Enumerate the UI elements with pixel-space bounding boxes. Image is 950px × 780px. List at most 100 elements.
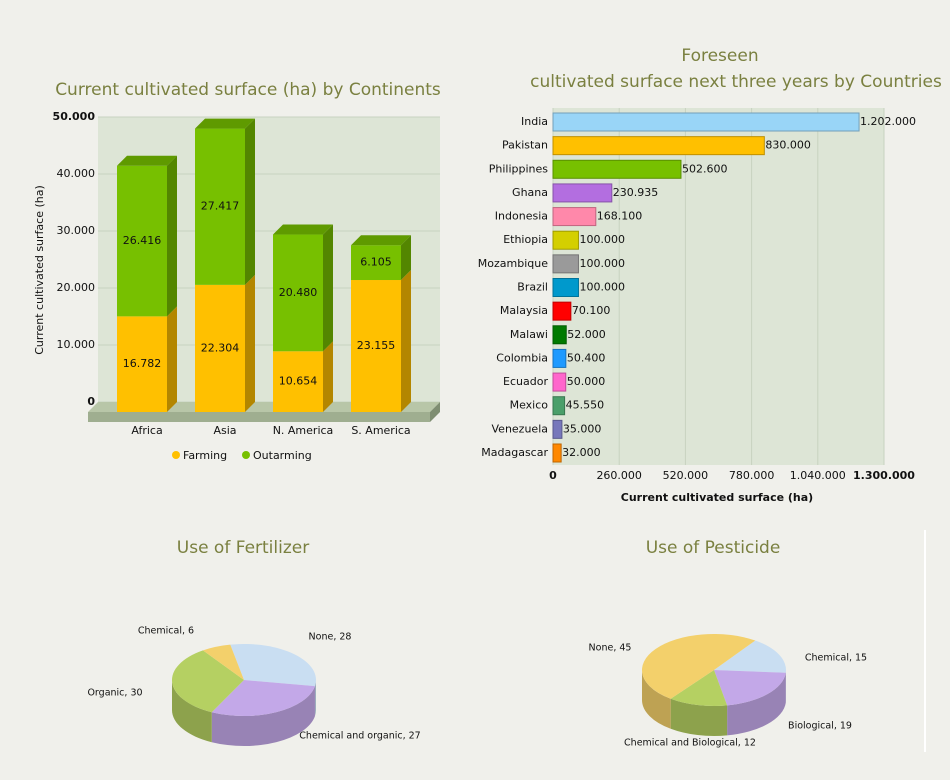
data-label: 1.202.000: [860, 115, 916, 128]
y-tick-label: 50.000: [53, 110, 96, 123]
x-tick-label: N. America: [273, 424, 334, 437]
pie-side: [727, 672, 786, 736]
x-tick-label: 0: [549, 469, 557, 482]
data-label: 100.000: [579, 281, 625, 294]
bar: [552, 372, 567, 392]
pie-side: [314, 680, 316, 717]
bar: [552, 159, 682, 179]
chart-title: Foreseen: [681, 46, 758, 66]
y-tick-label: India: [521, 115, 548, 128]
bar-side: [323, 224, 333, 352]
y-tick-label: Ethiopia: [503, 233, 548, 246]
y-tick-label: Mexico: [510, 399, 549, 412]
chart-title: Use of Pesticide: [646, 538, 781, 558]
data-label: 230.935: [613, 186, 659, 199]
data-label: 32.000: [562, 446, 601, 459]
x-tick-label: 780.000: [729, 469, 775, 482]
pie-side: [670, 698, 728, 736]
pie-slice: [202, 644, 244, 680]
data-label: 45.550: [566, 399, 605, 412]
bar: [552, 443, 562, 463]
data-label: 35.000: [563, 422, 602, 435]
y-tick-label: Ecuador: [503, 375, 548, 388]
data-label: None, 45: [589, 643, 632, 654]
data-label: 10.654: [279, 375, 318, 388]
data-label: 50.000: [567, 375, 606, 388]
bar: [351, 245, 401, 281]
bar: [117, 165, 167, 317]
floor-front: [88, 412, 430, 422]
x-tick-label: S. America: [351, 424, 410, 437]
data-label: Chemical, 6: [138, 626, 194, 637]
y-tick-label: Indonesia: [495, 210, 548, 223]
legend-marker: [242, 451, 250, 459]
bar: [195, 284, 245, 412]
bar-top: [351, 235, 411, 246]
bar-top: [273, 224, 333, 235]
pie-slice: [171, 650, 244, 713]
bar: [552, 112, 860, 132]
y-tick-label: 30.000: [57, 224, 96, 237]
data-label: 70.100: [572, 304, 611, 317]
chart-title: Use of Fertilizer: [177, 538, 309, 558]
bar: [273, 351, 323, 412]
bar-side: [245, 118, 255, 285]
data-label: Chemical, 15: [805, 653, 867, 664]
data-label: 502.600: [682, 162, 728, 175]
x-tick-label: 1.300.000: [853, 469, 915, 482]
y-tick-label: Ghana: [512, 186, 548, 199]
bar: [351, 280, 401, 412]
data-label: 22.304: [201, 341, 240, 354]
bar: [552, 325, 567, 345]
legend-marker: [172, 451, 180, 459]
data-label: 100.000: [579, 233, 625, 246]
bar: [552, 136, 765, 156]
y-tick-label: Brazil: [517, 281, 548, 294]
data-label: 27.417: [201, 200, 240, 213]
bar-side: [167, 155, 177, 317]
legend-label: Outarming: [253, 449, 312, 462]
y-tick-label: Malaysia: [500, 304, 548, 317]
bar: [195, 128, 245, 285]
y-tick-label: Mozambique: [478, 257, 548, 270]
x-tick-label: Asia: [213, 424, 236, 437]
data-label: Organic, 30: [87, 688, 142, 699]
bar-top: [195, 118, 255, 129]
pie-side: [172, 680, 212, 743]
y-tick-label: Venezuela: [492, 422, 549, 435]
data-label: 168.100: [597, 210, 643, 223]
x-tick-label: 1.040.000: [790, 469, 846, 482]
bar: [552, 183, 613, 203]
floor-side: [430, 402, 440, 422]
x-tick-label: 520.000: [663, 469, 709, 482]
bar: [552, 348, 567, 368]
bar: [552, 301, 572, 321]
data-label: 50.400: [567, 351, 606, 364]
pie-side: [211, 686, 315, 746]
data-label: 16.782: [123, 357, 162, 370]
y-tick-label: Malawi: [510, 328, 548, 341]
pie-slice: [641, 633, 756, 699]
bar: [552, 254, 579, 274]
bar: [552, 419, 563, 439]
y-tick-label: Madagascar: [481, 446, 548, 459]
data-label: 26.416: [123, 234, 162, 247]
pie-slice: [670, 670, 728, 706]
y-axis-label: Current cultivated surface (ha): [33, 185, 46, 355]
bar-side: [245, 274, 255, 412]
bar-side: [401, 235, 411, 281]
x-tick-label: Africa: [131, 424, 162, 437]
bar-top: [117, 155, 177, 166]
y-tick-label: Philippines: [489, 162, 549, 175]
data-label: Chemical and Biological, 12: [624, 738, 756, 749]
chart-title: Current cultivated surface (ha) by Conti…: [55, 80, 441, 100]
bar-side: [167, 306, 177, 412]
bar: [552, 230, 579, 250]
y-tick-label: 40.000: [57, 167, 96, 180]
bar: [273, 234, 323, 352]
y-tick-label: 0: [87, 395, 95, 408]
bar: [117, 316, 167, 412]
y-tick-label: 10.000: [57, 338, 96, 351]
legend-label: Farming: [183, 449, 227, 462]
